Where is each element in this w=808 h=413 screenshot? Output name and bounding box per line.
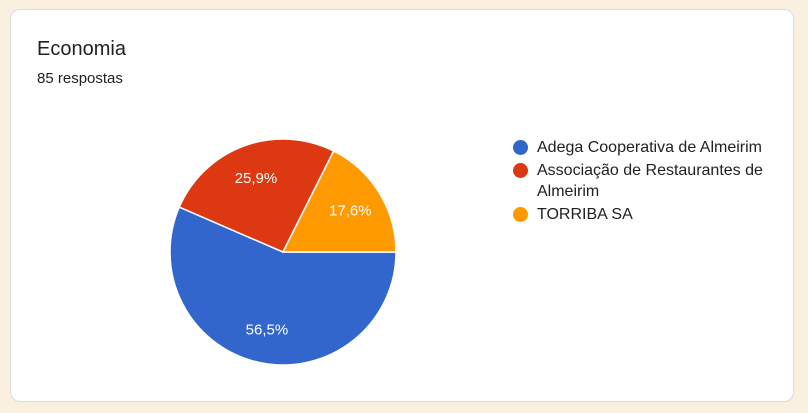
pie-slice-label-1: 25,9% xyxy=(235,170,278,187)
question-title: Economia xyxy=(37,38,126,60)
pie-slice-label-0: 56,5% xyxy=(246,322,289,339)
legend-dot-orange-icon xyxy=(513,207,528,222)
pie-slice-2[interactable] xyxy=(282,150,397,253)
legend-item-2: TORRIBA SA xyxy=(513,204,771,225)
pie-slice-label-2: 17,6% xyxy=(329,203,372,220)
legend-label: Associação de Restaurantes de Almeirim xyxy=(537,162,763,200)
chart-legend: Adega Cooperativa de Almeirim Associação… xyxy=(513,137,771,227)
pie-chart: 56,5% 25,9% 17,6% xyxy=(169,138,397,366)
legend-item-0: Adega Cooperativa de Almeirim xyxy=(513,137,771,158)
response-count: 85 respostas xyxy=(37,70,123,87)
legend-dot-blue-icon xyxy=(513,140,528,155)
pie-slice-0[interactable] xyxy=(169,206,397,366)
legend-label: Adega Cooperativa de Almeirim xyxy=(537,139,763,156)
legend-label: TORRIBA SA xyxy=(537,206,633,223)
response-card: Economia 85 respostas 56,5% 25,9% 17,6% Ad… xyxy=(10,9,794,402)
legend-item-1: Associação de Restaurantes de Almeirim xyxy=(513,160,771,202)
legend-dot-red-icon xyxy=(513,163,528,178)
pie-slice-1[interactable] xyxy=(178,138,335,253)
